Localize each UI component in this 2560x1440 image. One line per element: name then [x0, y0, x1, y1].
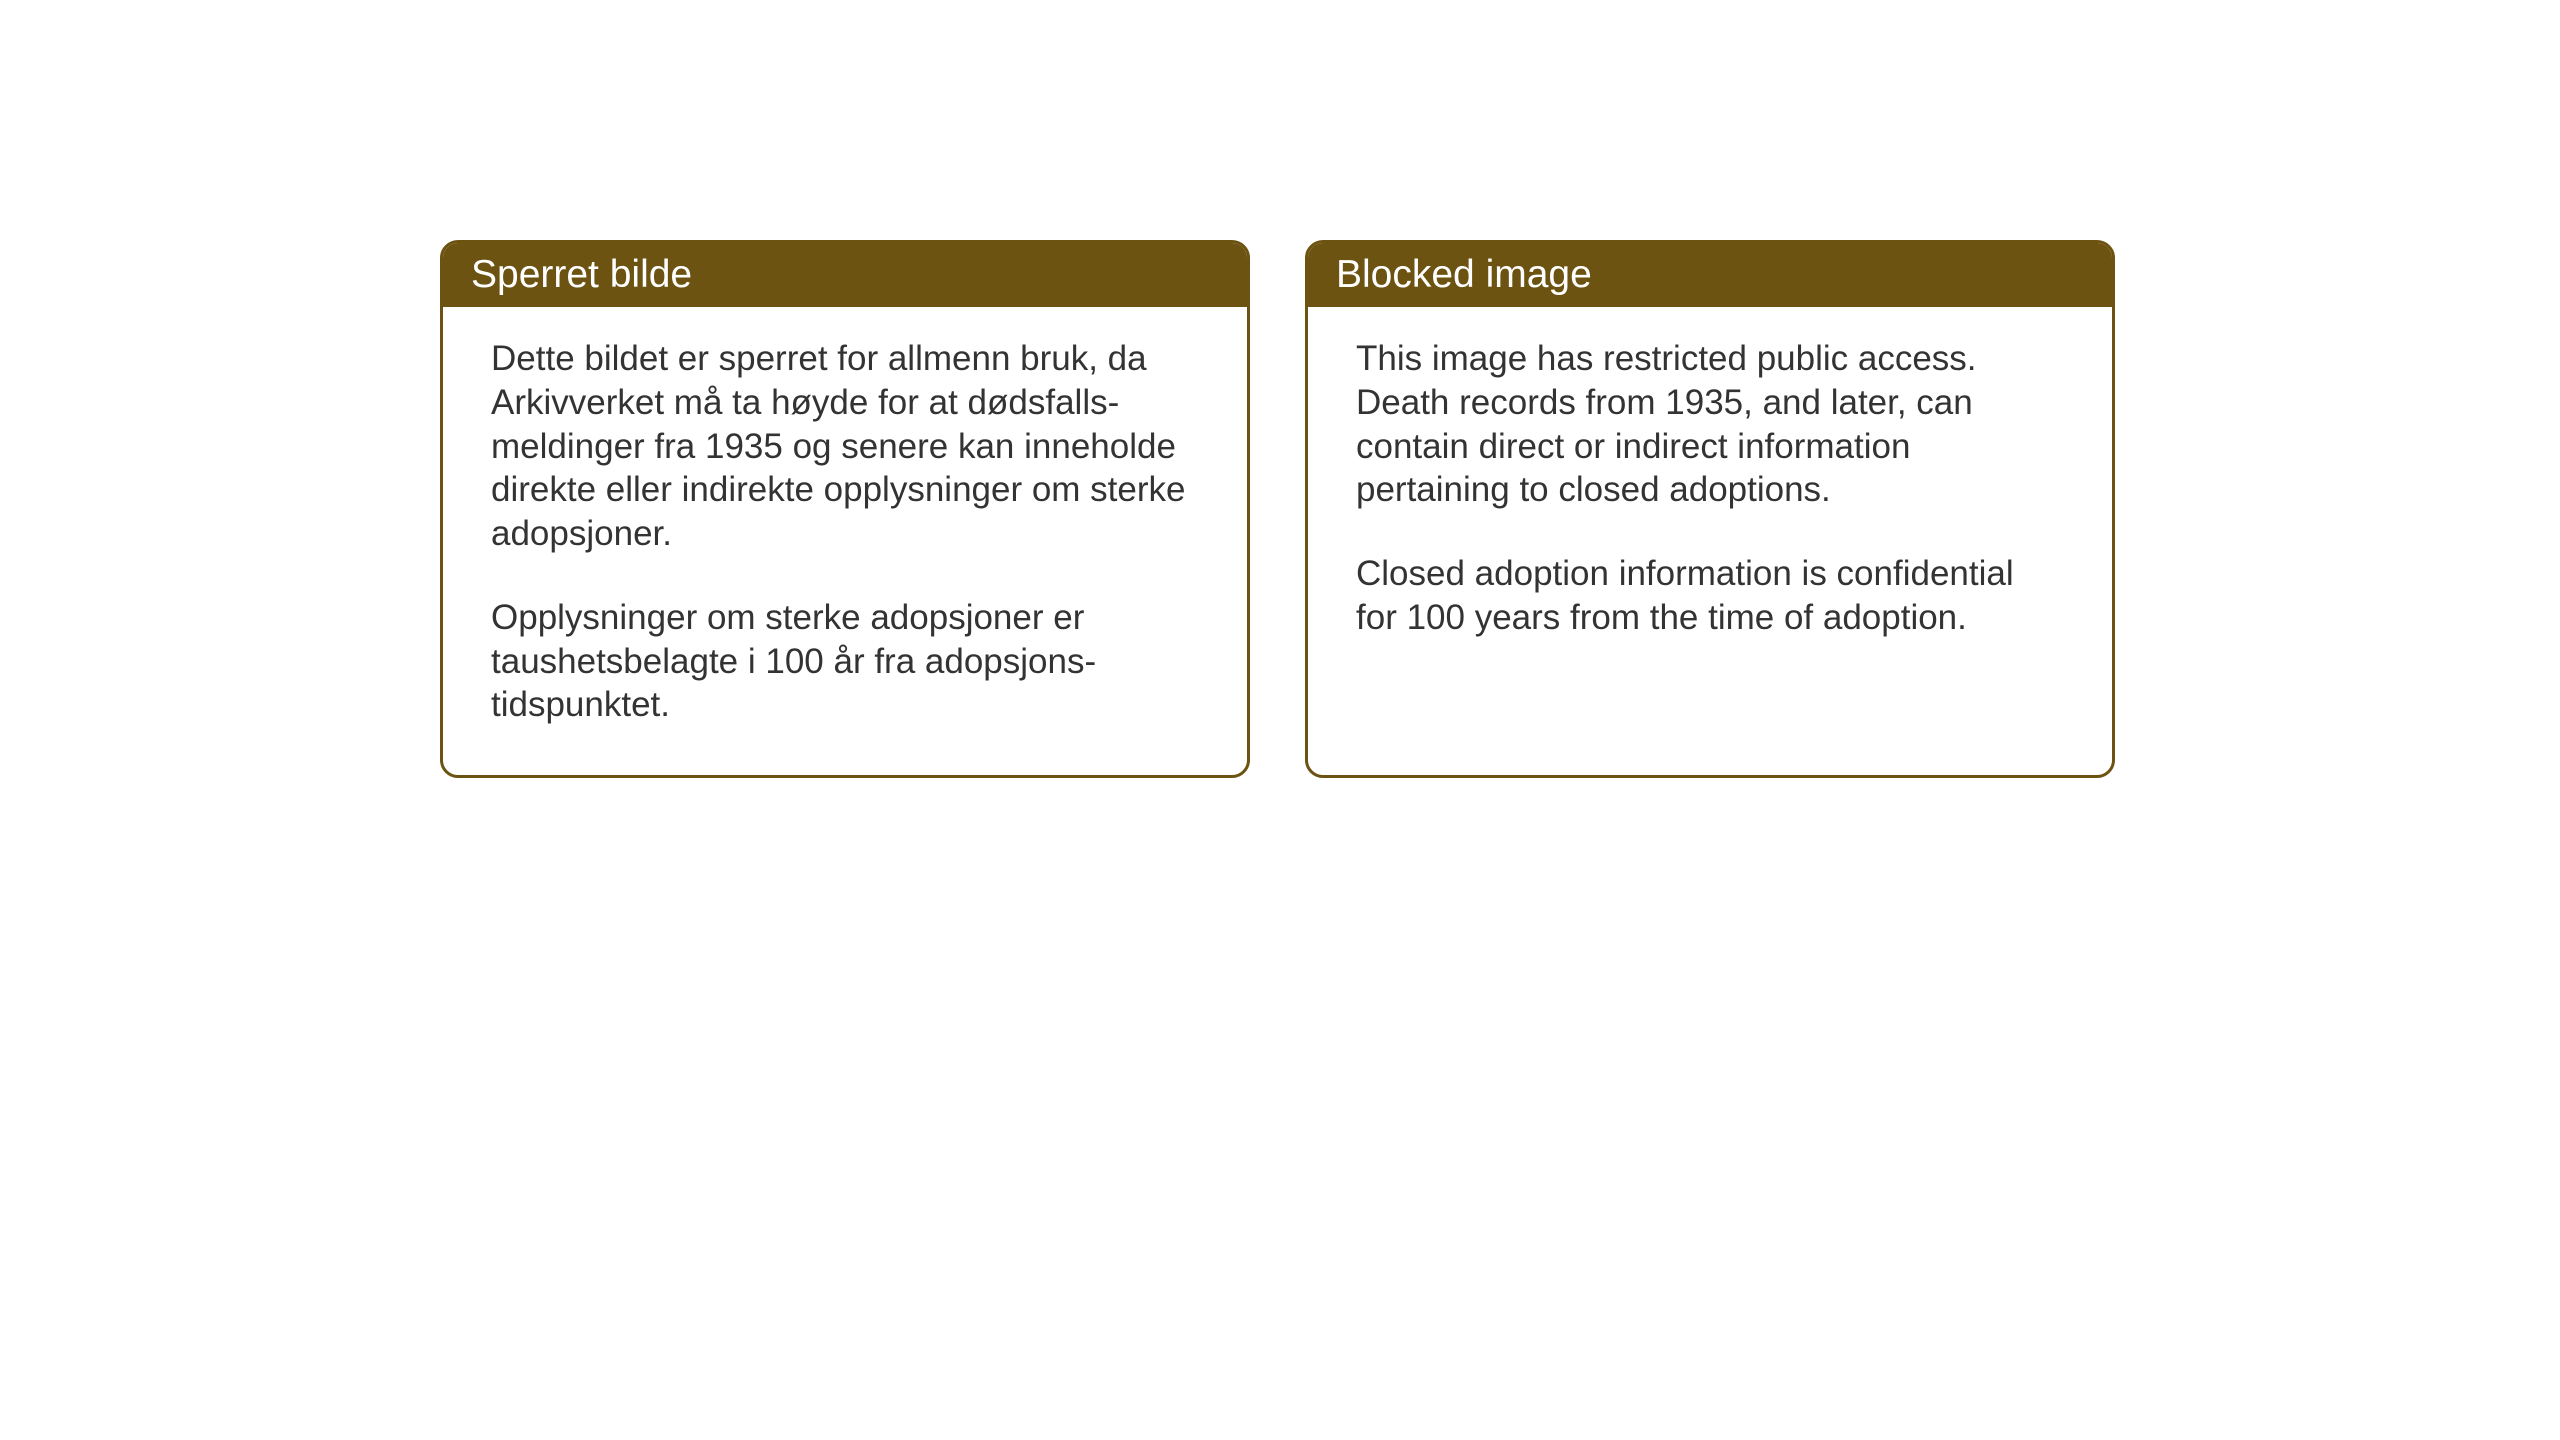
message-box-english: Blocked image This image has restricted … — [1305, 240, 2115, 778]
message-title: Blocked image — [1336, 253, 1592, 296]
message-container: Sperret bilde Dette bildet er sperret fo… — [440, 240, 2115, 778]
message-paragraph: This image has restricted public access.… — [1356, 337, 2064, 512]
message-paragraph: Opplysninger om sterke adopsjoner er tau… — [491, 596, 1199, 727]
message-body-english: This image has restricted public access.… — [1308, 307, 2112, 688]
message-paragraph: Closed adoption information is confident… — [1356, 552, 2064, 640]
message-header-norwegian: Sperret bilde — [443, 243, 1247, 307]
message-box-norwegian: Sperret bilde Dette bildet er sperret fo… — [440, 240, 1250, 778]
message-header-english: Blocked image — [1308, 243, 2112, 307]
message-paragraph: Dette bildet er sperret for allmenn bruk… — [491, 337, 1199, 556]
message-title: Sperret bilde — [471, 253, 692, 296]
message-body-norwegian: Dette bildet er sperret for allmenn bruk… — [443, 307, 1247, 775]
